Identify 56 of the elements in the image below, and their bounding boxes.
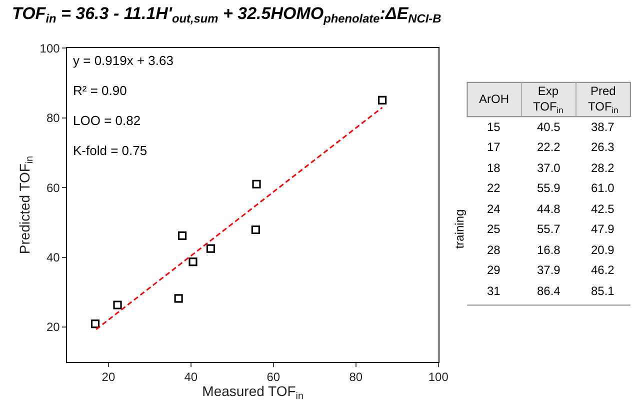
point [378, 96, 387, 104]
data-label: 47.9 [591, 222, 615, 236]
category-label: 22 [487, 181, 501, 195]
annotation: LOO = 0.82 [73, 113, 141, 128]
data-label: 42.5 [591, 202, 615, 216]
data-label: 85.1 [591, 284, 615, 298]
y-tick-label: 40 [46, 250, 60, 264]
category-label: 15 [487, 120, 501, 134]
y-tick-label: 60 [46, 180, 60, 195]
category-label: 18 [487, 161, 501, 175]
y-tick-label: 20 [46, 320, 60, 334]
category-label: 25 [487, 222, 501, 236]
x-axis-title: Measured TOF$_{in}$ [202, 383, 304, 402]
data-label: 37.9 [537, 263, 561, 277]
annotation: K-fold = 0.75 [73, 143, 148, 158]
chart-title: TOF$_{in}$ = 36.3 - 11.1H'$_{out,sum}$ + 32.5HOMO$_{phenolate}$:ΔE$_{NCI-B}$ [12, 4, 442, 26]
data-label: 22.2 [537, 140, 561, 154]
x-tick-label: 60 [266, 370, 280, 384]
category-label: 24 [487, 202, 501, 216]
category-label: 29 [487, 263, 501, 277]
point [188, 258, 198, 266]
x-tick-label: 80 [349, 370, 363, 384]
y-tick-label: 100 [40, 41, 60, 56]
category-label: 31 [487, 284, 501, 298]
data-label: 28.2 [591, 161, 615, 175]
point [113, 300, 122, 310]
text: ArOH [479, 92, 509, 106]
text: Exp TOF$_{in}$ [533, 84, 564, 116]
data-label: 46.2 [591, 263, 615, 277]
data-label: 16.8 [537, 243, 561, 257]
point [206, 244, 216, 253]
data-label: 86.4 [537, 284, 561, 298]
category-label: 17 [487, 140, 501, 154]
data-label: 55.9 [537, 181, 561, 195]
category-label: 28 [487, 243, 501, 257]
point [252, 180, 261, 188]
point [90, 320, 100, 328]
point [251, 225, 260, 234]
data-label: 55.7 [537, 222, 561, 236]
data-label: 20.9 [591, 243, 615, 257]
point [174, 294, 183, 303]
y-tick-label: 80 [46, 111, 60, 126]
point [178, 231, 187, 240]
data-label: 44.8 [537, 202, 561, 216]
annotation: R² = 0.90 [73, 83, 127, 98]
text: training [452, 209, 466, 249]
text: Pred TOF$_{in}$ [588, 84, 619, 116]
data-label: 38.7 [591, 120, 615, 134]
x-tick-label: 40 [184, 370, 198, 384]
data-label: 37.0 [537, 161, 561, 175]
data-label: 61.0 [591, 181, 615, 195]
data-label: 26.3 [591, 140, 615, 154]
annotation: y = 0.919x + 3.63 [73, 53, 174, 68]
x-tick-label: 100 [428, 370, 449, 384]
data-label: 40.5 [537, 120, 561, 134]
x-tick-label: 20 [102, 370, 116, 384]
